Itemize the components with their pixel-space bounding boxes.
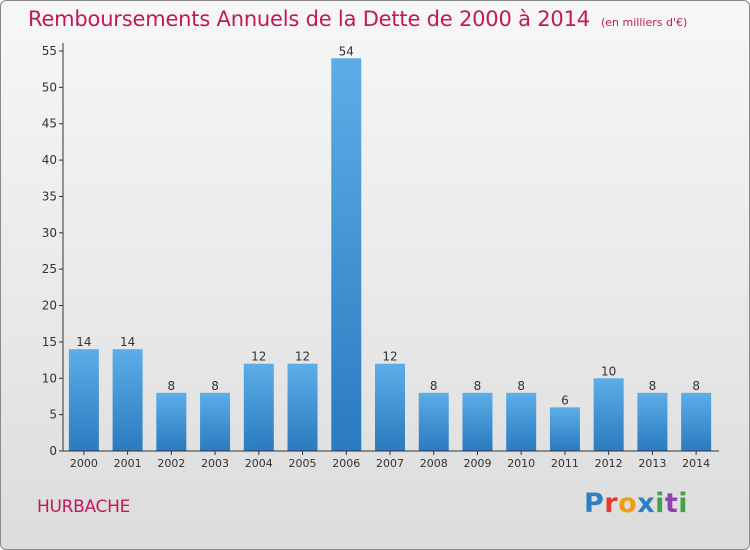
x-tick-label: 2007 (376, 457, 404, 470)
x-tick-label: 2013 (638, 457, 666, 470)
x-tick-label: 2002 (157, 457, 185, 470)
x-tick-label: 2005 (289, 457, 317, 470)
y-tick-label: 25 (42, 262, 57, 276)
bar-value-label: 8 (474, 379, 482, 393)
bar (243, 363, 274, 451)
bar-value-label: 8 (649, 379, 657, 393)
bar-value-label: 12 (382, 350, 397, 364)
bar-value-label: 10 (601, 364, 616, 378)
bar-value-label: 8 (211, 379, 219, 393)
bar-value-label: 8 (430, 379, 438, 393)
x-axis: 2000 2001 2002 2003 2004 2005 2006 2007 2008 2009… (63, 450, 719, 470)
bar (549, 407, 580, 451)
x-tick-label: 2000 (70, 457, 98, 470)
bar (593, 378, 624, 451)
y-tick-label: 30 (42, 226, 57, 240)
bar (418, 392, 449, 451)
x-tick-label: 2003 (201, 457, 229, 470)
x-tick-label: 2014 (682, 457, 710, 470)
bar-value-label: 8 (168, 379, 176, 393)
y-tick-label: 15 (42, 335, 57, 349)
y-tick-label: 40 (42, 153, 57, 167)
bar (112, 349, 143, 451)
bar-value-label: 14 (120, 335, 135, 349)
x-tick-label: 2010 (507, 457, 535, 470)
y-tick-label: 0 (49, 444, 57, 458)
x-tick-label: 2008 (420, 457, 448, 470)
bar-value-label: 12 (295, 350, 310, 364)
bar-value-label: 54 (339, 44, 354, 58)
y-tick-label: 20 (42, 299, 57, 313)
bar (637, 392, 668, 451)
y-tick-label: 35 (42, 189, 57, 203)
commune-name: HURBACHE (37, 497, 131, 517)
bar (375, 363, 405, 451)
bar (200, 392, 231, 451)
bar-value-label: 8 (517, 379, 525, 393)
bar (287, 363, 318, 451)
bar (681, 392, 712, 451)
x-tick-label: 2006 (332, 457, 360, 470)
y-tick-label: 55 (42, 44, 57, 58)
x-tick-label: 2009 (463, 457, 491, 470)
x-tick-label: 2012 (595, 457, 623, 470)
bar-value-label: 6 (561, 393, 569, 407)
bars: 14 14 8 8 12 12 54 12 8 8 8 6 10 8 8 (68, 44, 712, 451)
y-tick-label: 50 (42, 80, 57, 94)
x-tick-label: 2004 (245, 457, 273, 470)
bar-value-label: 8 (692, 379, 700, 393)
bar (68, 349, 99, 451)
bar-value-label: 14 (76, 335, 91, 349)
chart-title-row: Remboursements Annuels de la Dette de 20… (28, 7, 687, 31)
bar (506, 392, 537, 451)
y-axis: 0 5 10 15 20 25 30 35 40 45 50 55 (42, 43, 64, 458)
x-tick-label: 2001 (114, 457, 142, 470)
chart-subtitle: (en milliers d'€) (601, 16, 688, 29)
y-tick-label: 10 (42, 371, 57, 385)
bar (156, 392, 187, 451)
bar-value-label: 12 (251, 350, 266, 364)
x-tick-label: 2011 (551, 457, 579, 470)
bar (331, 58, 362, 451)
y-tick-label: 45 (42, 117, 57, 131)
bar (462, 392, 493, 451)
proxiti-logo: Proxiti (584, 488, 689, 519)
y-tick-label: 5 (49, 408, 57, 422)
chart-title: Remboursements Annuels de la Dette de 20… (28, 7, 590, 31)
